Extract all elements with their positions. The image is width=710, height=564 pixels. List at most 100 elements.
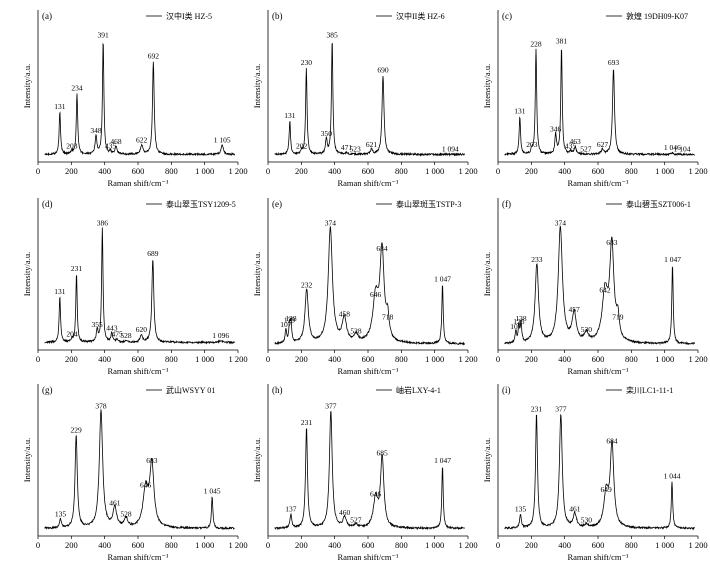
peak-label: 1 105 <box>214 135 231 144</box>
peak-label: 374 <box>555 218 567 227</box>
panel-label: (a) <box>42 11 52 21</box>
x-tick-label: 0 <box>36 354 40 364</box>
y-axis-label: Intensity/a.u. <box>22 252 32 296</box>
peak-label: 1 094 <box>442 144 459 153</box>
spectrum-line <box>504 225 696 346</box>
x-tick-label: 1 200 <box>228 354 247 364</box>
peak-label: 1 047 <box>434 275 451 284</box>
panel-label: (d) <box>42 199 53 209</box>
panel-label: (b) <box>272 11 283 21</box>
x-tick-label: 1 000 <box>425 354 444 364</box>
chart-panel: 0 200 400 600 800 1 000 1 200 Raman shift/cm⁻¹ I… <box>482 10 708 188</box>
peak-label: 690 <box>377 65 389 74</box>
peak-label: 460 <box>339 508 351 517</box>
x-tick-label: 1 000 <box>425 540 444 550</box>
x-tick-label: 800 <box>395 540 408 550</box>
peak-label: 693 <box>608 58 620 67</box>
peak-label: 135 <box>55 509 67 518</box>
peak-label: 230 <box>301 58 313 67</box>
spectrum-line <box>274 410 465 531</box>
peak-label: 385 <box>327 30 339 39</box>
chart-panel: 0 200 400 600 800 1 000 1 200 Raman shift/cm⁻¹ I… <box>22 198 248 376</box>
peak-label: 692 <box>148 52 160 61</box>
peak-label: 386 <box>97 218 109 227</box>
x-tick-label: 400 <box>328 166 341 176</box>
peak-label: 443 <box>106 323 118 332</box>
peak-label: 350 <box>321 129 333 138</box>
x-axis-label: Raman shift/cm⁻¹ <box>107 178 169 188</box>
chart-panel: 0 200 400 600 800 1 000 1 200 Raman shift/cm⁻¹ I… <box>22 384 248 562</box>
chart-panel: 0 200 400 600 800 1 000 1 200 Raman shift/cm⁻¹ I… <box>252 384 478 562</box>
peak-label: 138 <box>515 314 527 323</box>
x-tick-label: 800 <box>625 354 638 364</box>
legend-label: 敦煌 19DH09-K07 <box>626 11 688 21</box>
x-axis-label: Raman shift/cm⁻¹ <box>337 366 399 376</box>
x-tick-label: 600 <box>132 540 145 550</box>
x-tick-label: 1 200 <box>458 354 477 364</box>
spectrum-line <box>44 42 236 157</box>
panel-label: (i) <box>502 385 511 395</box>
peak-label: 131 <box>514 106 526 115</box>
legend-label: 栾川LC1-11-1 <box>626 385 673 395</box>
peak-label: 530 <box>581 325 593 334</box>
x-tick-label: 400 <box>328 540 341 550</box>
y-axis-label: Intensity/a.u. <box>22 64 32 108</box>
peak-label: 461 <box>109 499 121 508</box>
peak-label: 689 <box>147 249 159 258</box>
x-tick-label: 200 <box>525 166 538 176</box>
x-tick-label: 0 <box>496 354 500 364</box>
x-tick-label: 200 <box>295 540 308 550</box>
peak-label: 683 <box>146 456 158 465</box>
x-tick-label: 1 200 <box>688 354 707 364</box>
peak-label: 528 <box>350 326 362 335</box>
x-axis-label: Raman shift/cm⁻¹ <box>107 366 169 376</box>
peak-label: 381 <box>556 36 568 45</box>
x-tick-label: 800 <box>395 354 408 364</box>
peak-label: 528 <box>120 331 132 340</box>
y-axis-label: Intensity/a.u. <box>252 438 262 482</box>
peak-label: 646 <box>140 480 152 489</box>
peak-label: 719 <box>612 313 624 322</box>
peak-label: 137 <box>285 505 297 514</box>
peak-label: 718 <box>382 313 394 322</box>
x-tick-label: 200 <box>525 354 538 364</box>
peak-label: 233 <box>531 255 543 264</box>
y-axis-label: Intensity/a.u. <box>482 64 492 108</box>
peak-label: 458 <box>339 310 351 319</box>
x-tick-label: 0 <box>36 166 40 176</box>
peak-label: 203 <box>66 141 78 150</box>
legend-label: 泰山翠斑玉TSTP-3 <box>396 199 461 209</box>
x-tick-label: 800 <box>625 540 638 550</box>
peak-label: 377 <box>325 401 337 410</box>
chart-panel: 0 200 400 600 800 1 000 1 200 Raman shift/cm⁻¹ I… <box>482 384 708 562</box>
peak-label: 204 <box>66 329 78 338</box>
peak-label: 129 <box>284 316 296 325</box>
peak-label: 391 <box>98 30 110 39</box>
peak-label: 463 <box>570 137 582 146</box>
peak-label: 377 <box>555 404 567 413</box>
peak-label: 646 <box>370 290 382 299</box>
x-axis-label: Raman shift/cm⁻¹ <box>337 178 399 188</box>
chart-panel: 0 200 400 600 800 1 000 1 200 Raman shift/cm⁻¹ I… <box>252 198 478 376</box>
peak-label: 1 096 <box>212 331 229 340</box>
peak-label: 1 044 <box>664 471 681 480</box>
x-axis-label: Raman shift/cm⁻¹ <box>567 366 629 376</box>
y-axis-label: Intensity/a.u. <box>482 438 492 482</box>
x-tick-label: 400 <box>328 354 341 364</box>
y-axis-label: Intensity/a.u. <box>482 252 492 296</box>
x-tick-label: 1 200 <box>228 540 247 550</box>
peak-label: 684 <box>606 436 618 445</box>
x-tick-label: 1 000 <box>195 166 214 176</box>
peak-label: 649 <box>601 485 613 494</box>
x-tick-label: 200 <box>295 166 308 176</box>
peak-label: 468 <box>110 137 122 146</box>
x-tick-label: 200 <box>295 354 308 364</box>
peak-label: 457 <box>569 305 581 314</box>
x-tick-label: 1 200 <box>688 166 707 176</box>
peak-label: 471 <box>341 143 353 152</box>
panel-label: (h) <box>272 385 283 395</box>
x-tick-label: 0 <box>266 540 270 550</box>
peak-label: 229 <box>71 426 83 435</box>
peak-label: 646 <box>370 490 382 499</box>
x-tick-label: 1 000 <box>195 540 214 550</box>
